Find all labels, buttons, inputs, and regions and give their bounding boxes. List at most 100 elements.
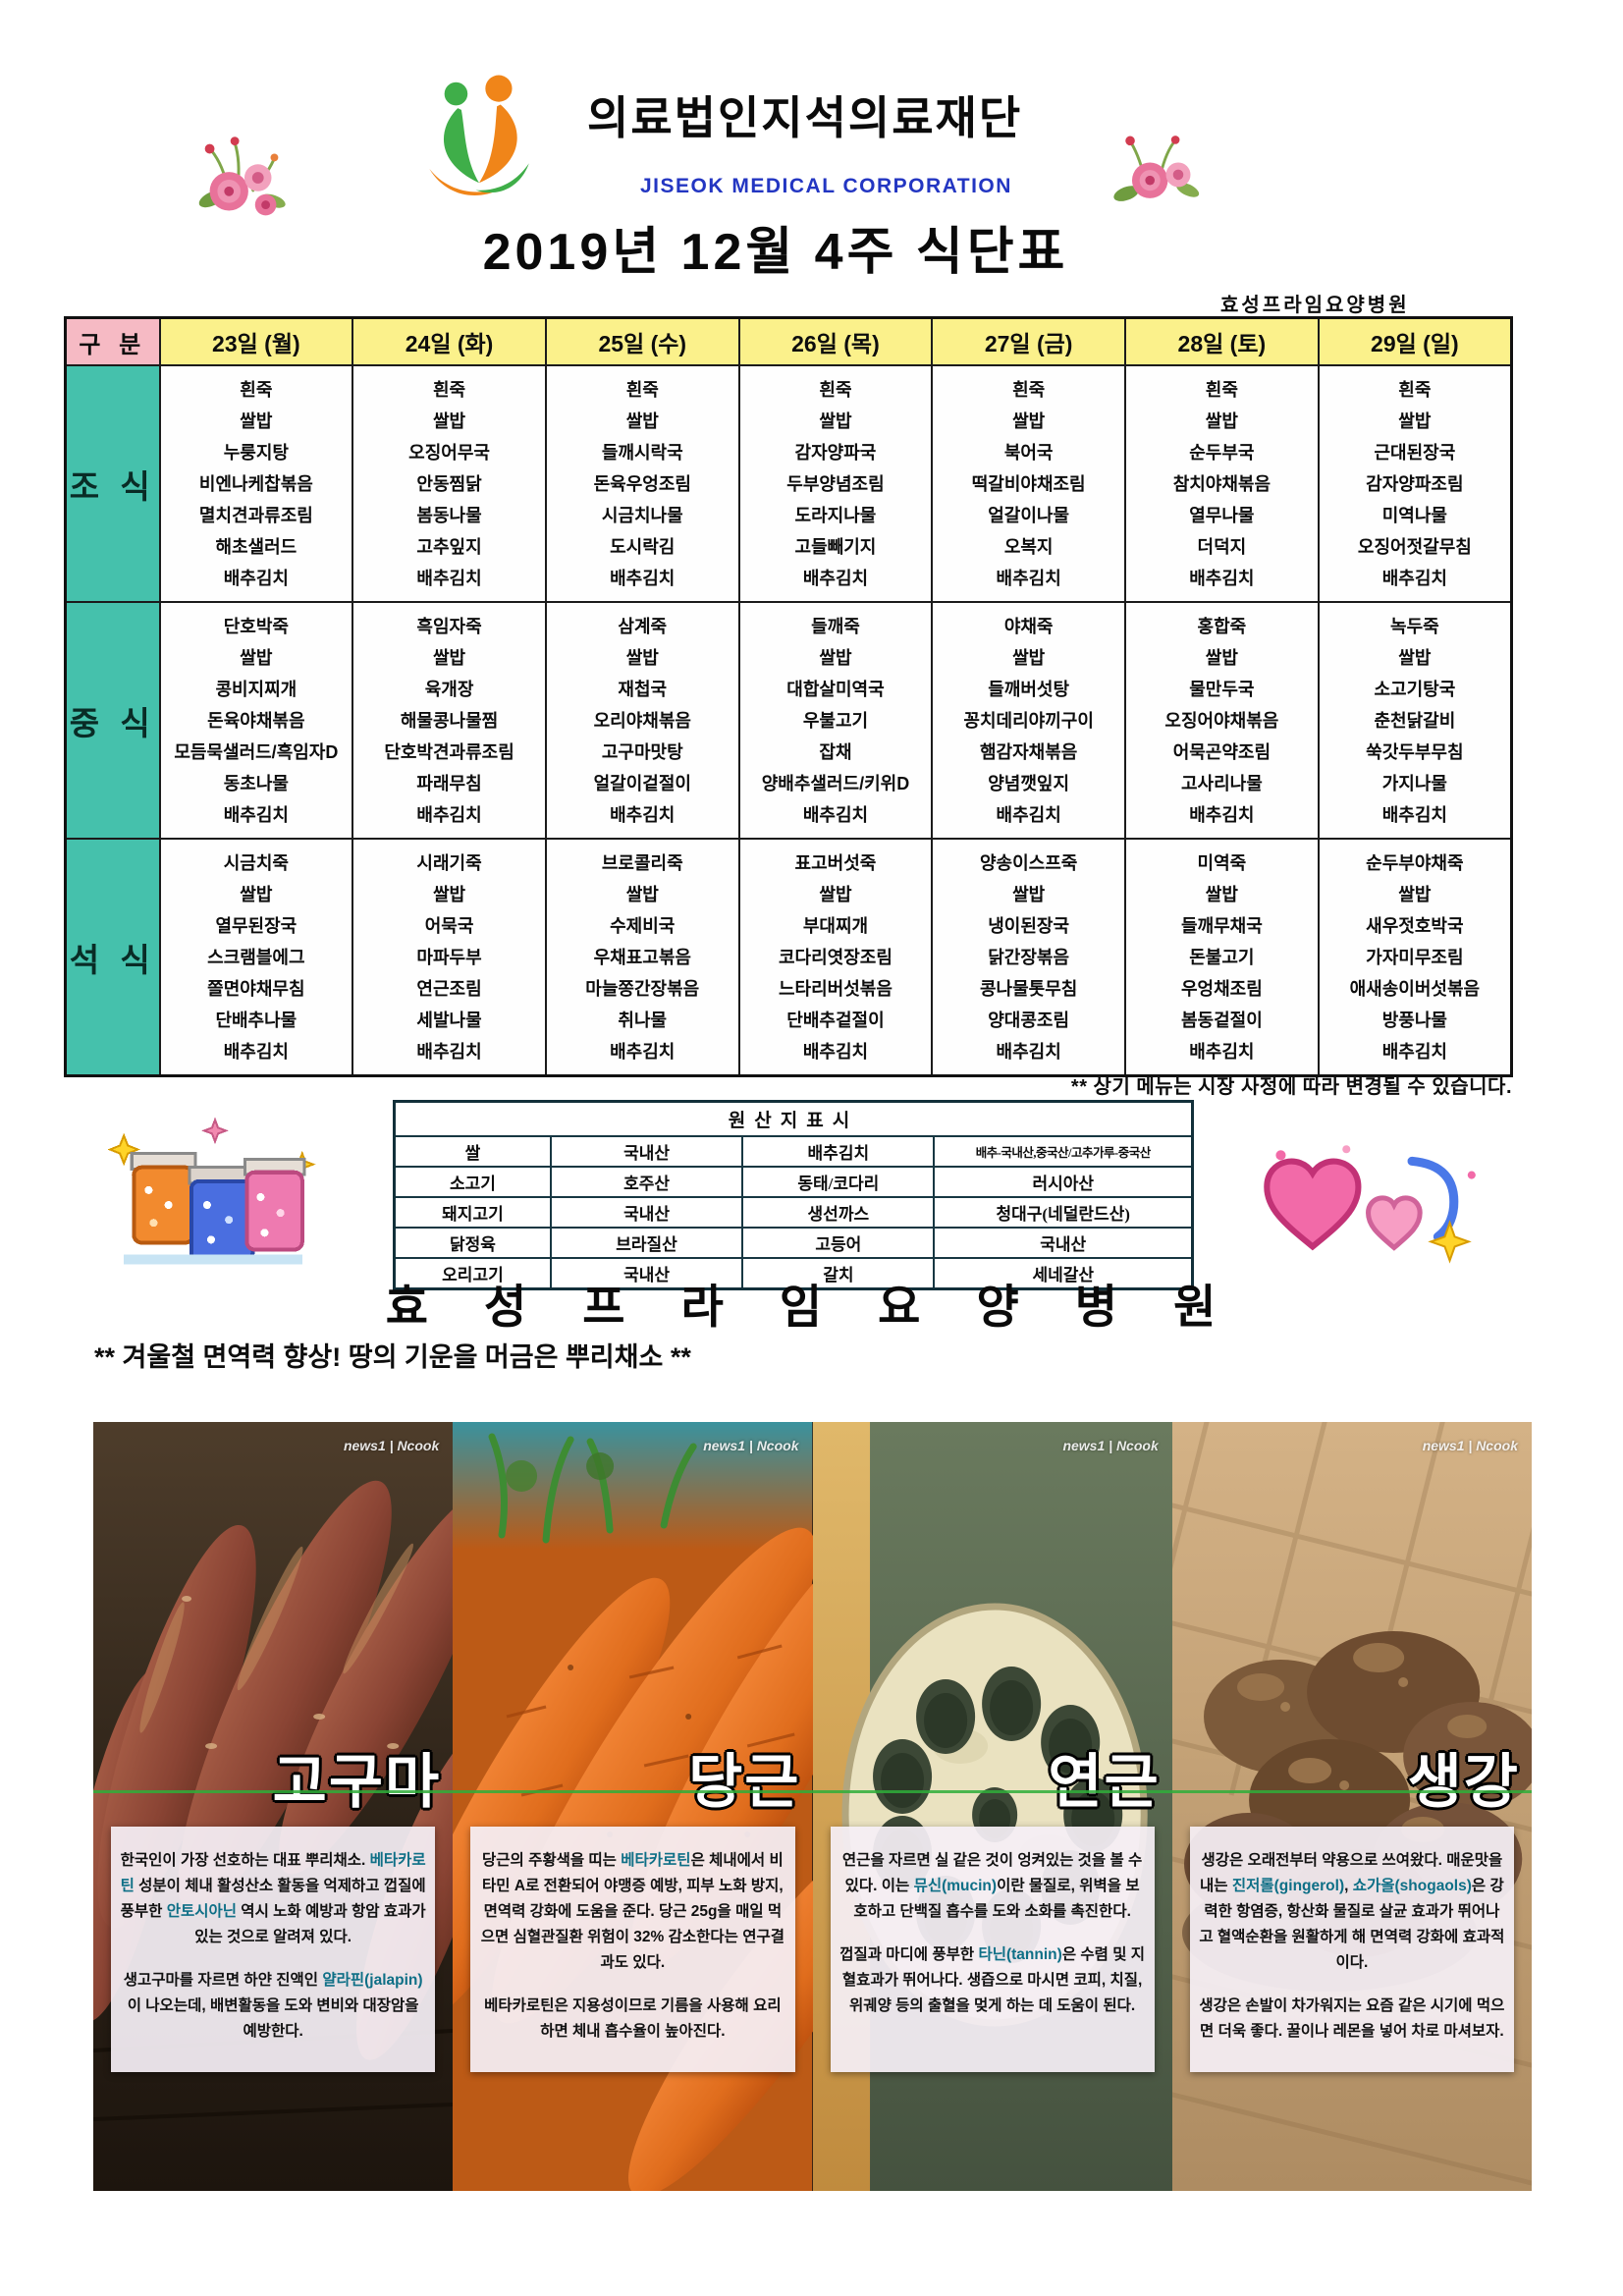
menu-item: 오징어무국 [408, 442, 490, 463]
menu-item: 방풍나물 [1381, 1010, 1447, 1030]
section-heading: ** 겨울철 면역력 향상! 땅의 기운을 머금은 뿌리채소 ** [94, 1342, 691, 1372]
menu-item: 양대콩조림 [988, 1010, 1070, 1030]
menu-cell: 흰죽 쌀밥 근대된장국 감자양파조림 미역나물 오징어젓갈무침 배추김치 [1317, 364, 1513, 603]
origin-cell: 국내산 [933, 1227, 1194, 1259]
origin-cell: 국내산 [549, 1257, 744, 1290]
menu-item: 쌀밥 [432, 884, 466, 904]
day-header: 26일 (목) [737, 316, 934, 366]
meal-row: 중 식 단호박죽 쌀밥 콩비지찌개 돈육야채볶음 모듬묵샐러드/흑임자D 동초나물 배추김치 흑… [64, 601, 1513, 840]
text-segment: 당근의 주황색을 띠는 [481, 1852, 622, 1869]
meal-row-label: 조 식 [64, 364, 161, 603]
menu-item: 오리야채볶음 [593, 710, 691, 731]
flower-decoration-right [1113, 136, 1200, 201]
menu-item: 새우젓호박국 [1366, 915, 1464, 936]
origin-row: 닭정육 브라질산 고등어 국내산 [393, 1227, 1194, 1259]
menu-item: 쌀밥 [1398, 410, 1432, 431]
menu-item: 배추김치 [416, 568, 482, 588]
menu-cell: 홍합죽 쌀밥 물만두국 오징어야채볶음 어묵곤약조림 고사리나물 배추김치 [1124, 601, 1320, 840]
text-segment: 이 나오는데, 배변활동을 도와 변비와 대장암을 예방한다. [127, 1997, 419, 2041]
menu-item: 쌀밥 [819, 647, 852, 668]
menu-item: 도라지나물 [794, 505, 877, 525]
card-paragraph: 한국인이 가장 선호하는 대표 뿌리채소. 베타카로틴 성분이 체내 활성산소 … [119, 1848, 427, 1950]
highlighted-term: 타닌(tannin) [978, 1946, 1062, 1964]
origin-row: 오리고기 국내산 갈치 세네갈산 [393, 1257, 1194, 1290]
menu-item: 춘천닭갈비 [1374, 710, 1456, 731]
menu-item: 얼갈이겉절이 [593, 773, 691, 793]
root-vegetable-cards: news1 | Ncook 고구마 한국인이 가장 선호하는 대표 뿌리채소. … [93, 1422, 1532, 2191]
card-paragraph: 연근을 자르면 실 같은 것이 엉켜있는 것을 볼 수 있다. 이는 뮤신(mu… [839, 1848, 1147, 1925]
menu-item: 양배추샐러드/키위D [761, 773, 910, 793]
menu-item: 배추김치 [1381, 1041, 1447, 1062]
menu-item: 순두부국 [1189, 442, 1255, 463]
menu-item: 쌀밥 [819, 410, 852, 431]
menu-item: 쌀밥 [625, 884, 659, 904]
menu-item: 콩비지찌개 [215, 679, 298, 699]
menu-item: 녹두죽 [1390, 616, 1439, 636]
origin-table-title: 원산지표시 [393, 1100, 1194, 1137]
menu-item: 누룽지탕 [223, 442, 289, 463]
menu-item: 배추김치 [996, 568, 1061, 588]
menu-item: 안동찜닭 [416, 473, 482, 494]
menu-item: 시금치죽 [223, 852, 289, 873]
menu-item: 도시락김 [610, 536, 676, 557]
menu-item: 해물콩나물찜 [400, 710, 499, 731]
card-paragraph: 생강은 오래전부터 약용으로 쓰여왔다. 매운맛을 내는 진저롤(gingero… [1198, 1848, 1506, 1976]
origin-cell: 동태/코다리 [741, 1166, 936, 1198]
menu-item: 배추김치 [610, 568, 676, 588]
highlighted-term: 얄라핀(jalapin) [322, 1972, 423, 1990]
menu-item: 배추김치 [223, 804, 289, 825]
menu-cell: 녹두죽 쌀밥 소고기탕국 춘천닭갈비 쑥갓두부무침 가지나물 배추김치 [1317, 601, 1513, 840]
origin-cell: 소고기 [393, 1166, 552, 1198]
highlighted-term: 쇼가올(shogaols) [1352, 1878, 1472, 1895]
menu-item: 냉이된장국 [988, 915, 1070, 936]
news-watermark: news1 | Ncook [1422, 1438, 1518, 1453]
menu-item: 해초샐러드 [215, 536, 298, 557]
scan-line-artifact [93, 1790, 1532, 1793]
menu-footnote: ** 상기 메뉴는 시장 사정에 따라 변경될 수 있습니다. [1070, 1076, 1512, 1098]
origin-cell: 국내산 [549, 1135, 744, 1168]
menu-cell: 흰죽 쌀밥 감자양파국 두부양념조림 도라지나물 고들빼기지 배추김치 [737, 364, 934, 603]
day-header: 25일 (수) [544, 316, 740, 366]
menu-item: 들깨죽 [811, 616, 860, 636]
origin-cell: 갈치 [741, 1257, 936, 1290]
menu-item: 쌀밥 [240, 410, 273, 431]
menu-item: 파래무침 [416, 773, 482, 793]
menu-item: 시래기죽 [416, 852, 482, 873]
menu-item: 배추김치 [416, 1041, 482, 1062]
corp-name: 의료법인지석의료재단 [587, 92, 1023, 143]
meal-row-label: 석 식 [64, 838, 161, 1077]
origin-cell: 쌀 [393, 1135, 552, 1168]
menu-item: 대합살미역국 [786, 679, 885, 699]
origin-cell: 국내산 [549, 1196, 744, 1229]
menu-item: 가지나물 [1381, 773, 1447, 793]
menu-item: 수제비국 [610, 915, 676, 936]
menu-item: 배추김치 [802, 568, 869, 588]
menu-item: 비엔나케찹볶음 [198, 473, 313, 494]
veg-card-title: 생강 [1407, 1749, 1520, 1815]
menu-item: 쌀밥 [1012, 410, 1046, 431]
menu-item: 배추김치 [802, 1041, 869, 1062]
origin-cell: 닭정육 [393, 1227, 552, 1259]
text-segment: 생강은 손발이 차가워지는 요즘 같은 시기에 먹으면 더욱 좋다. 꿀이나 레… [1199, 1997, 1505, 2041]
origin-row: 소고기 호주산 동태/코다리 러시아산 [393, 1166, 1194, 1198]
text-segment: , [1344, 1878, 1353, 1895]
menu-item: 들깨무채국 [1180, 915, 1263, 936]
menu-item: 가자미무조림 [1366, 947, 1464, 967]
menu-item: 단배추겉절이 [786, 1010, 885, 1030]
menu-item: 브로콜리죽 [601, 852, 683, 873]
news-watermark: news1 | Ncook [1062, 1438, 1159, 1453]
menu-item: 잡채 [819, 741, 852, 762]
menu-item: 취나물 [618, 1010, 668, 1030]
veg-card-text: 당근의 주황색을 띠는 베타카로틴은 체내에서 비타민 A로 전환되어 야맹증 … [470, 1827, 795, 2072]
menu-item: 쌀밥 [819, 884, 852, 904]
menu-item: 쌀밥 [625, 410, 659, 431]
menu-item: 양송이스프죽 [979, 852, 1078, 873]
menu-cell: 삼계죽 쌀밥 재첩국 오리야채볶음 고구마맛탕 얼갈이겉절이 배추김치 [544, 601, 740, 840]
menu-item: 배추김치 [802, 804, 869, 825]
menu-item: 애새송이버섯볶음 [1349, 978, 1481, 999]
menu-item: 배추김치 [223, 568, 289, 588]
text-segment: 베타카로틴은 지용성이므로 기름을 사용해 요리하면 체내 흡수율이 높아진다. [484, 1997, 782, 2041]
veg-card-title: 고구마 [272, 1749, 442, 1815]
menu-item: 돈육우엉조림 [593, 473, 691, 494]
menu-item: 양념깻잎지 [988, 773, 1070, 793]
